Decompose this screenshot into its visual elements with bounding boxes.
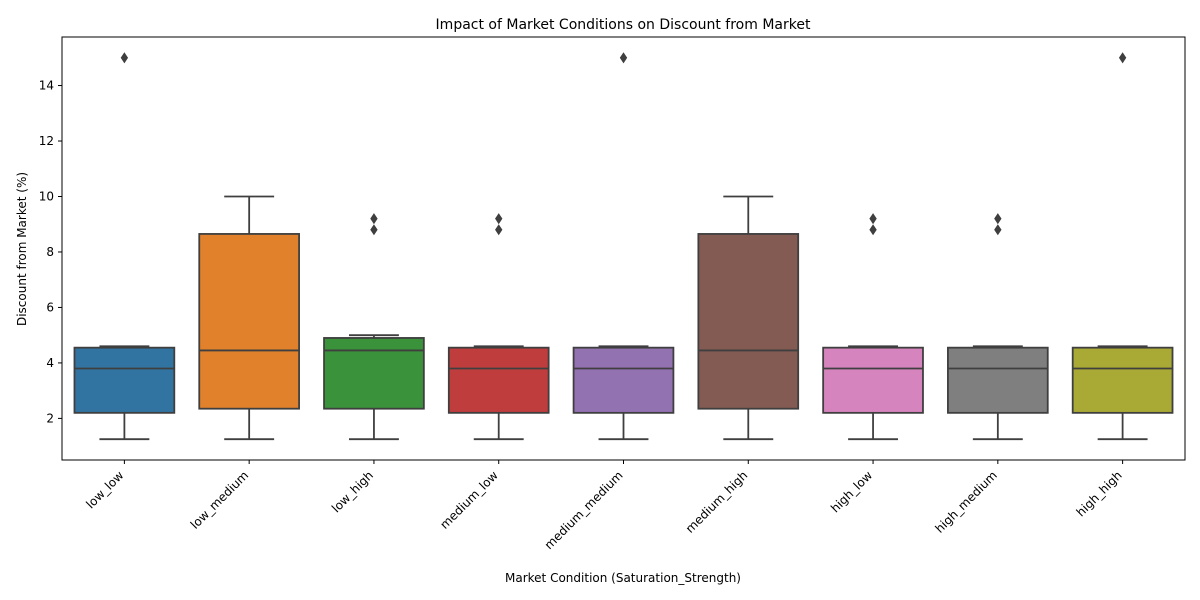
- box-low_high: [323, 213, 425, 441]
- box-medium_low: [447, 213, 550, 441]
- box-low_medium: [198, 195, 300, 441]
- box-iqr: [447, 346, 550, 414]
- outlier-point: [619, 52, 628, 64]
- x-tick-label: low_low: [83, 468, 126, 511]
- outlier-point: [1118, 52, 1127, 64]
- box-iqr: [73, 346, 176, 414]
- outlier-point: [495, 224, 503, 236]
- outlier-point: [994, 213, 1002, 225]
- plot-area: [61, 36, 1186, 461]
- x-tick-label: medium_medium: [542, 468, 626, 552]
- x-tick-label: low_medium: [188, 468, 252, 532]
- y-tick-label: 2: [46, 411, 54, 425]
- y-tick-label: 4: [46, 356, 54, 370]
- box-iqr: [822, 346, 924, 414]
- outlier-point: [370, 224, 378, 236]
- x-tick-label: high_high: [1074, 468, 1125, 519]
- box-low_low: [73, 52, 176, 441]
- y-tick-label: 12: [39, 134, 54, 148]
- y-tick-label: 8: [46, 245, 54, 259]
- outlier-point: [994, 224, 1002, 236]
- chart-title: Impact of Market Conditions on Discount …: [436, 17, 811, 33]
- box-medium_high: [697, 195, 800, 441]
- x-tick-label: medium_low: [437, 468, 501, 532]
- x-axis-label: Market Condition (Saturation_Strength): [505, 571, 741, 585]
- box-iqr: [947, 346, 1049, 414]
- x-tick-label: low_high: [329, 468, 376, 515]
- y-tick-label: 6: [46, 300, 54, 314]
- y-tick-label: 10: [39, 189, 54, 203]
- x-tick-label: medium_high: [683, 468, 751, 536]
- x-tick-label: high_medium: [932, 468, 1000, 536]
- box-high_medium: [947, 213, 1049, 441]
- outlier-point: [370, 213, 378, 225]
- y-axis: 2 4 6 8 10 12 14: [39, 79, 62, 425]
- box-high_low: [822, 213, 924, 441]
- box-medium_medium: [572, 52, 675, 441]
- y-tick-label: 14: [39, 79, 54, 93]
- box-iqr: [572, 346, 675, 414]
- y-axis-label: Discount from Market (%): [15, 172, 29, 326]
- outlier-point: [869, 224, 877, 236]
- box-high_high: [1071, 52, 1174, 441]
- box-iqr: [198, 233, 300, 410]
- box-iqr: [323, 337, 425, 410]
- x-axis: low_low low_medium low_high medium_low mediu…: [83, 460, 1125, 552]
- x-tick-label: high_low: [828, 468, 875, 515]
- outlier-point: [869, 213, 877, 225]
- outlier-point: [120, 52, 129, 64]
- outlier-point: [495, 213, 503, 225]
- box-iqr: [697, 233, 800, 410]
- box-iqr: [1071, 346, 1174, 414]
